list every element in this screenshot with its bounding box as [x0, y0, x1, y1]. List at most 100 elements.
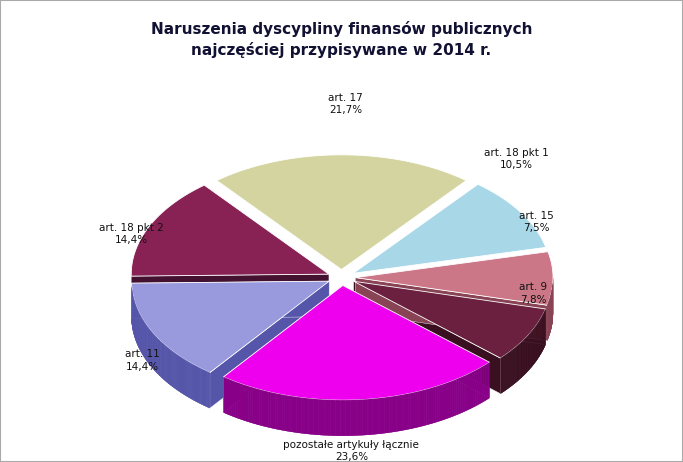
Polygon shape [318, 399, 321, 435]
Polygon shape [191, 363, 192, 399]
Polygon shape [313, 399, 316, 435]
Polygon shape [164, 344, 165, 380]
Polygon shape [229, 379, 232, 416]
Polygon shape [196, 366, 197, 402]
Polygon shape [225, 378, 227, 414]
Polygon shape [410, 393, 413, 429]
Polygon shape [468, 373, 470, 410]
Polygon shape [417, 391, 420, 427]
Polygon shape [208, 371, 209, 407]
Polygon shape [155, 336, 156, 372]
Polygon shape [438, 385, 440, 422]
Polygon shape [353, 400, 355, 436]
Polygon shape [413, 392, 415, 428]
Polygon shape [462, 376, 464, 413]
Polygon shape [174, 353, 176, 389]
Polygon shape [377, 398, 380, 434]
Polygon shape [296, 397, 299, 433]
Polygon shape [180, 357, 181, 393]
Polygon shape [131, 274, 329, 312]
Polygon shape [474, 371, 475, 407]
Polygon shape [343, 400, 346, 436]
Polygon shape [156, 337, 157, 373]
Polygon shape [225, 378, 227, 414]
Polygon shape [195, 365, 196, 401]
Polygon shape [424, 389, 427, 426]
Polygon shape [483, 365, 484, 402]
Text: art. 15
7,5%: art. 15 7,5% [520, 211, 554, 233]
Polygon shape [326, 400, 328, 436]
Polygon shape [205, 371, 206, 407]
Polygon shape [367, 399, 370, 435]
Polygon shape [372, 399, 375, 434]
Polygon shape [285, 395, 287, 431]
Polygon shape [176, 354, 178, 390]
Polygon shape [306, 398, 309, 434]
Polygon shape [460, 377, 462, 413]
Polygon shape [160, 340, 161, 377]
Polygon shape [365, 399, 367, 435]
Polygon shape [257, 389, 260, 425]
Polygon shape [401, 395, 404, 431]
Polygon shape [435, 386, 438, 422]
Polygon shape [168, 347, 169, 384]
Polygon shape [448, 382, 450, 418]
Polygon shape [355, 252, 553, 305]
Polygon shape [199, 368, 201, 404]
Polygon shape [420, 390, 422, 427]
Polygon shape [397, 395, 399, 432]
Polygon shape [460, 377, 462, 413]
Polygon shape [429, 388, 431, 425]
Polygon shape [417, 391, 420, 427]
Polygon shape [227, 379, 229, 415]
Polygon shape [338, 400, 341, 436]
Polygon shape [292, 396, 294, 432]
Polygon shape [232, 380, 234, 417]
Polygon shape [301, 398, 304, 433]
Polygon shape [242, 384, 244, 420]
Polygon shape [234, 381, 236, 418]
Text: pozostałe artykuły łącznie
23,6%: pozostałe artykuły łącznie 23,6% [283, 440, 419, 462]
Polygon shape [236, 382, 238, 418]
Polygon shape [186, 360, 187, 396]
Polygon shape [385, 397, 387, 433]
Polygon shape [273, 393, 275, 429]
Polygon shape [382, 398, 385, 433]
Polygon shape [159, 340, 160, 376]
Polygon shape [253, 388, 255, 424]
Polygon shape [420, 390, 422, 427]
Polygon shape [294, 397, 296, 432]
Polygon shape [153, 334, 154, 370]
Polygon shape [446, 383, 448, 419]
Polygon shape [464, 375, 466, 412]
Polygon shape [199, 368, 201, 404]
Polygon shape [304, 398, 306, 434]
Polygon shape [466, 374, 468, 411]
Polygon shape [170, 349, 171, 385]
Text: art. 18 pkt 2
14,4%: art. 18 pkt 2 14,4% [99, 223, 163, 245]
Polygon shape [154, 335, 155, 371]
Polygon shape [309, 398, 311, 434]
Polygon shape [466, 374, 468, 411]
Polygon shape [153, 334, 154, 370]
Polygon shape [406, 394, 408, 430]
Polygon shape [287, 395, 290, 432]
Polygon shape [406, 394, 408, 430]
Polygon shape [331, 400, 333, 436]
Polygon shape [372, 399, 375, 434]
Polygon shape [195, 365, 196, 401]
Text: art. 18 pkt 1
10,5%: art. 18 pkt 1 10,5% [484, 148, 548, 170]
Polygon shape [484, 365, 486, 401]
Polygon shape [454, 379, 456, 416]
Polygon shape [429, 388, 431, 425]
Polygon shape [363, 400, 365, 435]
Polygon shape [479, 367, 481, 404]
Polygon shape [282, 395, 285, 431]
Polygon shape [358, 400, 360, 435]
Polygon shape [481, 366, 483, 403]
Polygon shape [440, 385, 442, 421]
Polygon shape [184, 359, 185, 395]
Polygon shape [331, 400, 333, 436]
Polygon shape [299, 397, 301, 433]
Polygon shape [194, 365, 195, 401]
